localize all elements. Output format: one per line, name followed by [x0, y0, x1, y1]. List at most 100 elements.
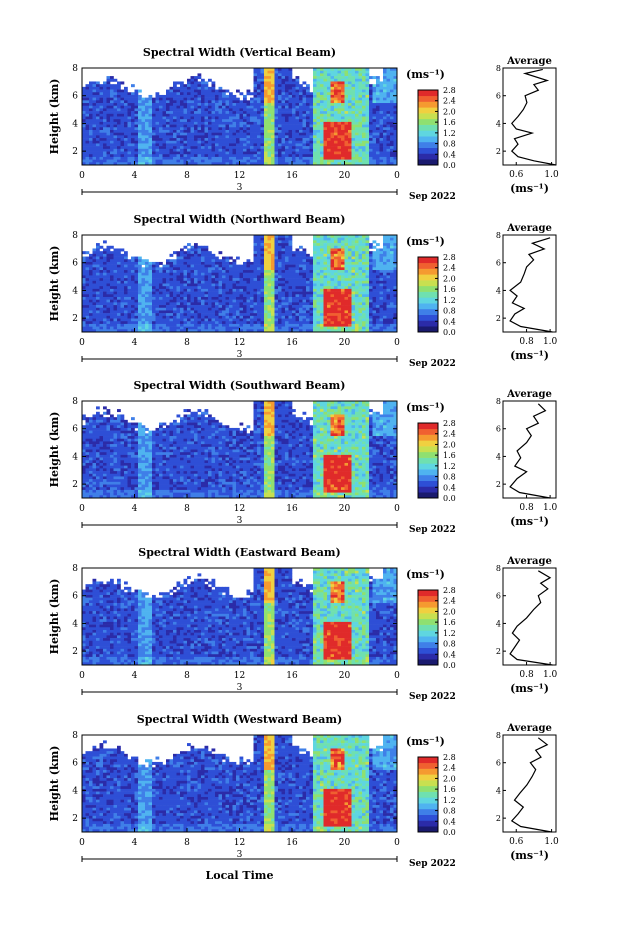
- heatmap-cell: [190, 162, 195, 166]
- heatmap-cell: [180, 111, 184, 115]
- heatmap-cell: [222, 264, 226, 268]
- heatmap-cell: [218, 108, 223, 112]
- heatmap-cell: [253, 100, 258, 104]
- heatmap-cell: [285, 326, 289, 330]
- heatmap-cell: [306, 288, 310, 292]
- heatmap-cell: [309, 264, 314, 268]
- heatmap-cell: [376, 146, 380, 150]
- heatmap-cell: [201, 148, 205, 152]
- heatmap-cell: [271, 310, 275, 314]
- heatmap-cell: [110, 140, 114, 144]
- heatmap-cell: [225, 256, 230, 260]
- heatmap-cell: [225, 138, 230, 142]
- heatmap-cell: [351, 103, 356, 107]
- heatmap-cell: [162, 154, 167, 158]
- heatmap-cell: [162, 124, 167, 128]
- heatmap-cell: [89, 151, 93, 155]
- heatmap-cell: [330, 159, 335, 163]
- heatmap-cell: [134, 89, 139, 93]
- heatmap-cell: [250, 280, 254, 284]
- heatmap-cell: [117, 140, 121, 144]
- heatmap-cell: [180, 116, 184, 120]
- heatmap-cell: [299, 132, 303, 136]
- heatmap-cell: [169, 280, 174, 284]
- heatmap-cell: [285, 313, 289, 317]
- heatmap-cell: [85, 129, 90, 133]
- heatmap-cell: [351, 138, 356, 142]
- heatmap-cell: [257, 127, 261, 131]
- heatmap-cell: [180, 291, 184, 295]
- heatmap-cell: [299, 264, 303, 268]
- heatmap-cell: [208, 291, 212, 295]
- heatmap-cell: [99, 302, 104, 306]
- heatmap-cell: [127, 321, 132, 325]
- heatmap-cell: [243, 143, 247, 147]
- heatmap-cell: [110, 302, 114, 306]
- heatmap-cell: [85, 329, 90, 333]
- heatmap-cell: [260, 81, 265, 85]
- heatmap-cell: [127, 154, 132, 158]
- heatmap-cell: [145, 159, 149, 163]
- heatmap-cell: [299, 280, 303, 284]
- heatmap-cell: [309, 159, 314, 163]
- heatmap-cell: [362, 81, 366, 85]
- heatmap-cell: [264, 329, 268, 333]
- heatmap-cell: [295, 272, 300, 276]
- heatmap-cell: [180, 146, 184, 150]
- heatmap-cell: [222, 92, 226, 96]
- heatmap-cell: [278, 280, 282, 284]
- heatmap-cell: [194, 94, 198, 98]
- heatmap-cell: [236, 138, 240, 142]
- x-tick-label: 0: [79, 171, 85, 181]
- heatmap-cell: [320, 135, 324, 139]
- heatmap-cell: [110, 307, 114, 311]
- heatmap-cell: [306, 326, 310, 330]
- heatmap-cell: [313, 94, 317, 98]
- heatmap-cell: [201, 313, 205, 317]
- heatmap-cell: [271, 132, 275, 136]
- heatmap-cell: [288, 121, 293, 125]
- heatmap-cell: [187, 305, 191, 309]
- heatmap-cell: [281, 119, 286, 123]
- heatmap-cell: [222, 119, 226, 123]
- heatmap-cell: [271, 116, 275, 120]
- heatmap-cell: [243, 113, 247, 117]
- heatmap-cell: [229, 256, 233, 260]
- heatmap-cell: [267, 267, 272, 271]
- heatmap-cell: [302, 113, 307, 117]
- heatmap-cell: [313, 121, 317, 125]
- heatmap-cell: [106, 86, 111, 90]
- heatmap-cell: [383, 94, 387, 98]
- heatmap-cell: [327, 116, 331, 120]
- heatmap-cell: [365, 111, 370, 115]
- heatmap-cell: [376, 105, 380, 109]
- heatmap-cell: [330, 108, 335, 112]
- heatmap-cell: [316, 326, 321, 330]
- heatmap-cell: [323, 86, 328, 90]
- heatmap-cell: [250, 296, 254, 300]
- heatmap-cell: [236, 105, 240, 109]
- heatmap-cell: [236, 162, 240, 166]
- heatmap-cell: [316, 294, 321, 298]
- heatmap-cell: [124, 127, 128, 131]
- heatmap-cell: [120, 127, 125, 131]
- heatmap-cell: [285, 235, 289, 238]
- heatmap-cell: [194, 138, 198, 142]
- heatmap-cell: [124, 251, 128, 255]
- heatmap-cell: [306, 105, 310, 109]
- heatmap-cell: [92, 135, 97, 139]
- heatmap-cell: [159, 127, 163, 131]
- heatmap-cell: [264, 94, 268, 98]
- heatmap-cell: [187, 251, 191, 255]
- heatmap-cell: [390, 103, 394, 107]
- heatmap-cell: [222, 94, 226, 98]
- heatmap-cell: [358, 100, 363, 104]
- heatmap-cell: [225, 105, 230, 109]
- heatmap-cell: [309, 294, 314, 298]
- heatmap-cell: [372, 124, 377, 128]
- heatmap-cell: [306, 129, 310, 133]
- heatmap-cell: [390, 135, 394, 139]
- heatmap-cell: [215, 124, 219, 128]
- heatmap-cell: [299, 143, 303, 147]
- heatmap-cell: [358, 108, 363, 112]
